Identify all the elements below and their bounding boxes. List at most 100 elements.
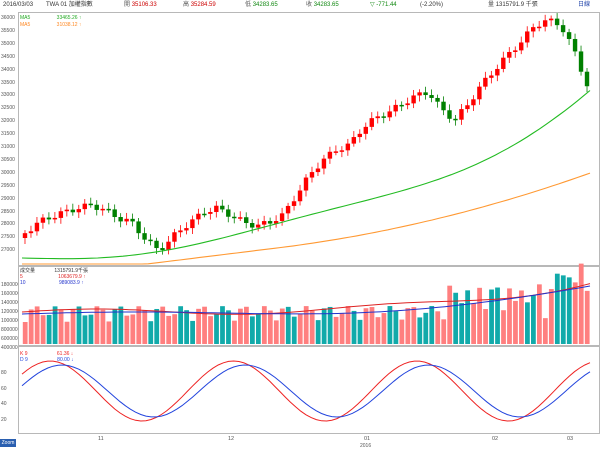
candle-body <box>22 233 28 238</box>
volume-bar <box>369 307 375 344</box>
volume-bar <box>76 306 82 344</box>
volume-bar <box>465 290 471 344</box>
volume-bar <box>560 275 566 344</box>
candle-body <box>501 57 506 69</box>
kd-panel[interactable] <box>18 346 600 434</box>
volume-bar <box>375 317 381 344</box>
volume-bar <box>339 313 345 344</box>
volume-bar <box>542 318 548 344</box>
volume-bar <box>279 308 285 344</box>
candle-body <box>285 205 291 214</box>
candle-body <box>172 232 177 242</box>
volume-bar <box>273 320 279 344</box>
volume-bar <box>525 302 530 344</box>
volume-bar <box>411 307 417 344</box>
volume-bar <box>548 289 554 344</box>
volume-bar <box>40 315 46 344</box>
candle-body <box>297 190 303 202</box>
volume-ma5-legend: 5 1063679.9 ↑ <box>20 274 86 280</box>
volume-bar <box>106 321 112 344</box>
volume-bar <box>172 314 178 344</box>
volume-bar <box>489 289 494 344</box>
volume-bar <box>255 313 261 344</box>
x-tick-label: 12 <box>228 436 235 442</box>
volume-bar <box>572 282 578 344</box>
candle-body <box>315 168 321 173</box>
volume-bar <box>148 321 154 344</box>
candle-body <box>70 209 76 213</box>
candle-body <box>160 248 165 251</box>
volume-legend-title: 成交量 1315791.9千張 <box>20 268 89 274</box>
open-field: 開 35106.33 <box>124 2 157 8</box>
volume-bar <box>495 287 500 344</box>
volume-ma10-legend: 10 989083.9 ↑ <box>20 280 84 286</box>
candle-body <box>525 31 530 43</box>
candle-body <box>112 209 117 218</box>
candle-body <box>381 116 386 118</box>
volume-bar <box>363 308 369 344</box>
y-tick-label: 36000 <box>1 15 15 21</box>
volume-bar <box>507 288 512 344</box>
candle-body <box>202 213 207 216</box>
candle-body <box>477 86 482 100</box>
y-tick-label: 28500 <box>1 208 15 215</box>
candle-body <box>423 92 428 96</box>
y-tick-label: 800000 <box>1 327 18 333</box>
y-tick-label: 1400000 <box>1 300 21 306</box>
y-tick-label: 1200000 <box>1 309 21 315</box>
volume-bar <box>22 322 28 344</box>
volume-field: 量 1315791.9 千張 <box>488 2 538 8</box>
volume-bar <box>52 306 58 344</box>
candle-body <box>483 77 488 87</box>
volume-bar <box>58 309 64 344</box>
y-tick-label: 27000 <box>1 247 15 254</box>
symbol-name[interactable]: TWA 01 加權指數 <box>46 2 93 8</box>
volume-bar <box>578 263 584 344</box>
volume-bar <box>566 277 572 344</box>
candle-body <box>279 213 285 222</box>
candle-body <box>58 211 64 218</box>
volume-bar <box>429 306 435 344</box>
k-line <box>21 360 591 422</box>
candle-body <box>255 224 261 228</box>
ma-long-line <box>22 172 591 265</box>
candle-body <box>531 27 536 32</box>
candle-body <box>489 75 494 78</box>
change-field: ▽ -771.44 <box>370 2 397 8</box>
volume-bar <box>130 314 136 344</box>
candle-body <box>578 51 584 72</box>
candle-body <box>459 109 464 120</box>
volume-bar <box>285 306 291 344</box>
candle-body <box>507 51 512 58</box>
volume-bar <box>118 306 124 344</box>
volume-bar <box>321 308 327 344</box>
candle-body <box>249 223 255 228</box>
candle-body <box>46 217 52 220</box>
candle-body <box>554 18 560 26</box>
candle-body <box>417 92 422 96</box>
volume-bar <box>351 310 357 344</box>
candle-body <box>100 208 105 211</box>
volume-bar <box>232 320 237 344</box>
period-button[interactable]: 日線 <box>578 2 591 8</box>
candle-body <box>566 32 572 39</box>
y-tick-label: 400000 <box>1 345 18 351</box>
volume-bar <box>459 303 465 344</box>
volume-ma10-line <box>21 285 591 315</box>
candle-body <box>40 217 46 223</box>
volume-bar <box>519 290 524 344</box>
candle-body <box>238 217 243 219</box>
candle-body <box>82 203 87 210</box>
candle-body <box>584 71 590 87</box>
zoom-button[interactable]: Zoom <box>0 439 16 447</box>
candle-body <box>519 42 524 51</box>
candle-body <box>52 217 58 220</box>
candle-body <box>220 205 225 210</box>
volume-bar <box>513 300 518 344</box>
volume-bar <box>244 306 249 344</box>
candle-body <box>333 151 339 153</box>
candle-body <box>214 205 219 213</box>
y-tick-label: 20 <box>1 416 7 423</box>
volume-bar <box>154 308 160 344</box>
